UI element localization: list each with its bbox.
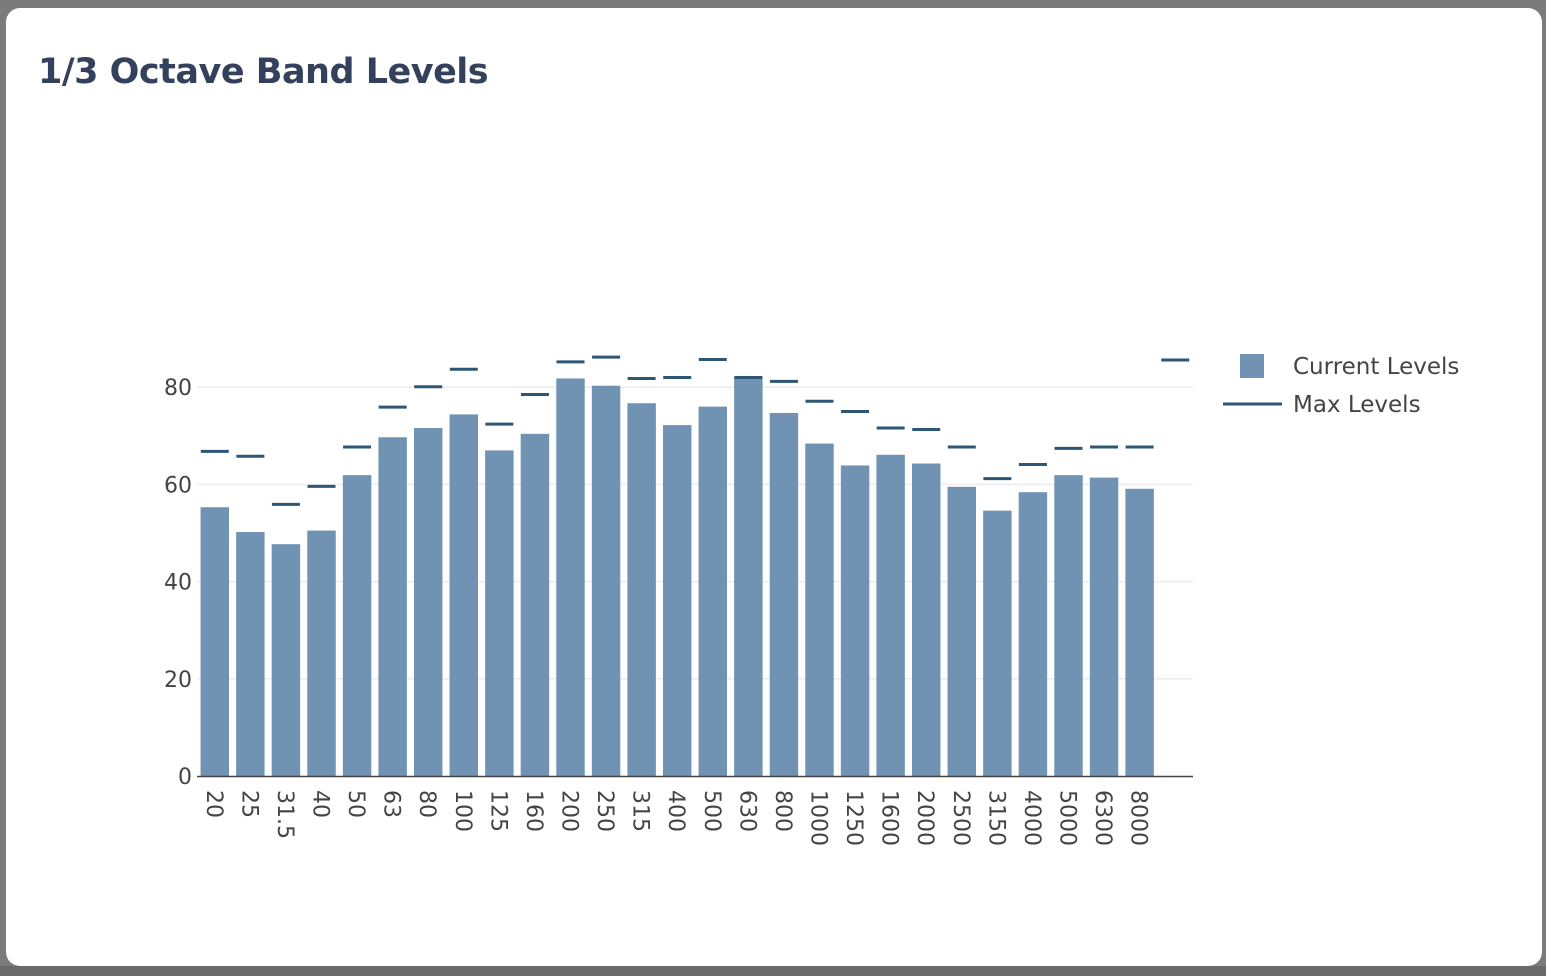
legend-label-max-levels: Max Levels <box>1293 392 1421 418</box>
y-tick-label: 40 <box>164 571 192 596</box>
modal-title: 1/3 Octave Band Levels <box>38 52 489 92</box>
bar-current-level <box>983 510 1012 776</box>
x-tick-label: 80 <box>414 790 439 818</box>
bar-current-level <box>1054 475 1083 776</box>
x-tick-label: 31.5 <box>272 790 297 839</box>
x-tick-label: 100 <box>450 790 475 832</box>
bar-current-level <box>307 530 336 776</box>
backdrop-strip <box>0 966 1546 976</box>
y-tick-label: 20 <box>164 668 192 693</box>
x-tick-label: 315 <box>628 790 653 832</box>
bar-current-level <box>1089 477 1119 776</box>
bar-current-level <box>271 544 301 776</box>
x-tick-label: 160 <box>521 790 546 832</box>
x-tick-label: 200 <box>557 790 582 832</box>
x-tick-label: 500 <box>699 790 724 832</box>
bar-current-level <box>1125 488 1154 776</box>
bar-current-level <box>413 428 443 776</box>
legend-label-current-levels: Current Levels <box>1293 354 1459 380</box>
x-tick-label: 4000 <box>1019 790 1044 846</box>
legend-swatch-current-levels <box>1240 354 1264 378</box>
x-tick-label: 5000 <box>1055 790 1080 846</box>
x-tick-label: 630 <box>734 790 759 832</box>
bar-current-level <box>662 425 692 776</box>
bar-current-level <box>591 385 621 776</box>
y-tick-label: 80 <box>164 376 192 401</box>
x-tick-label: 2500 <box>948 790 973 846</box>
bar-current-level <box>236 532 265 776</box>
x-tick-label: 20 <box>201 790 226 818</box>
bar-current-level <box>947 486 977 776</box>
x-tick-label: 125 <box>485 790 510 832</box>
x-tick-label: 25 <box>236 790 261 818</box>
x-tick-label: 50 <box>343 790 368 818</box>
bar-current-level <box>769 412 799 776</box>
x-tick-label: 800 <box>770 790 795 832</box>
bar-current-level <box>911 463 941 776</box>
bar-current-level <box>520 433 550 776</box>
y-tick-label: 0 <box>178 765 192 790</box>
bar-current-level <box>556 378 585 776</box>
bar-current-level <box>485 450 514 776</box>
x-tick-label: 1600 <box>877 790 902 846</box>
bar-current-level <box>734 377 763 776</box>
x-tick-label: 250 <box>592 790 617 832</box>
bar-current-level <box>876 454 905 776</box>
x-tick-label: 2000 <box>912 790 937 846</box>
bar-current-level <box>805 443 834 776</box>
bar-current-level <box>1018 492 1048 776</box>
bar-current-level <box>200 507 230 776</box>
x-tick-label: 1000 <box>806 790 831 846</box>
y-tick-label: 60 <box>164 473 192 498</box>
bar-current-level <box>449 414 479 776</box>
x-tick-label: 3150 <box>983 790 1008 846</box>
bar-current-level <box>627 403 656 776</box>
x-tick-label: 63 <box>379 790 404 818</box>
x-tick-label: 6300 <box>1090 790 1115 846</box>
x-tick-label: 40 <box>308 790 333 818</box>
bar-current-level <box>378 437 407 776</box>
x-tick-label: 8000 <box>1126 790 1151 846</box>
bar-current-level <box>840 465 870 776</box>
x-tick-label: 400 <box>663 790 688 832</box>
bar-current-level <box>342 475 372 776</box>
x-tick-label: 1250 <box>841 790 866 846</box>
bar-current-level <box>698 406 728 776</box>
